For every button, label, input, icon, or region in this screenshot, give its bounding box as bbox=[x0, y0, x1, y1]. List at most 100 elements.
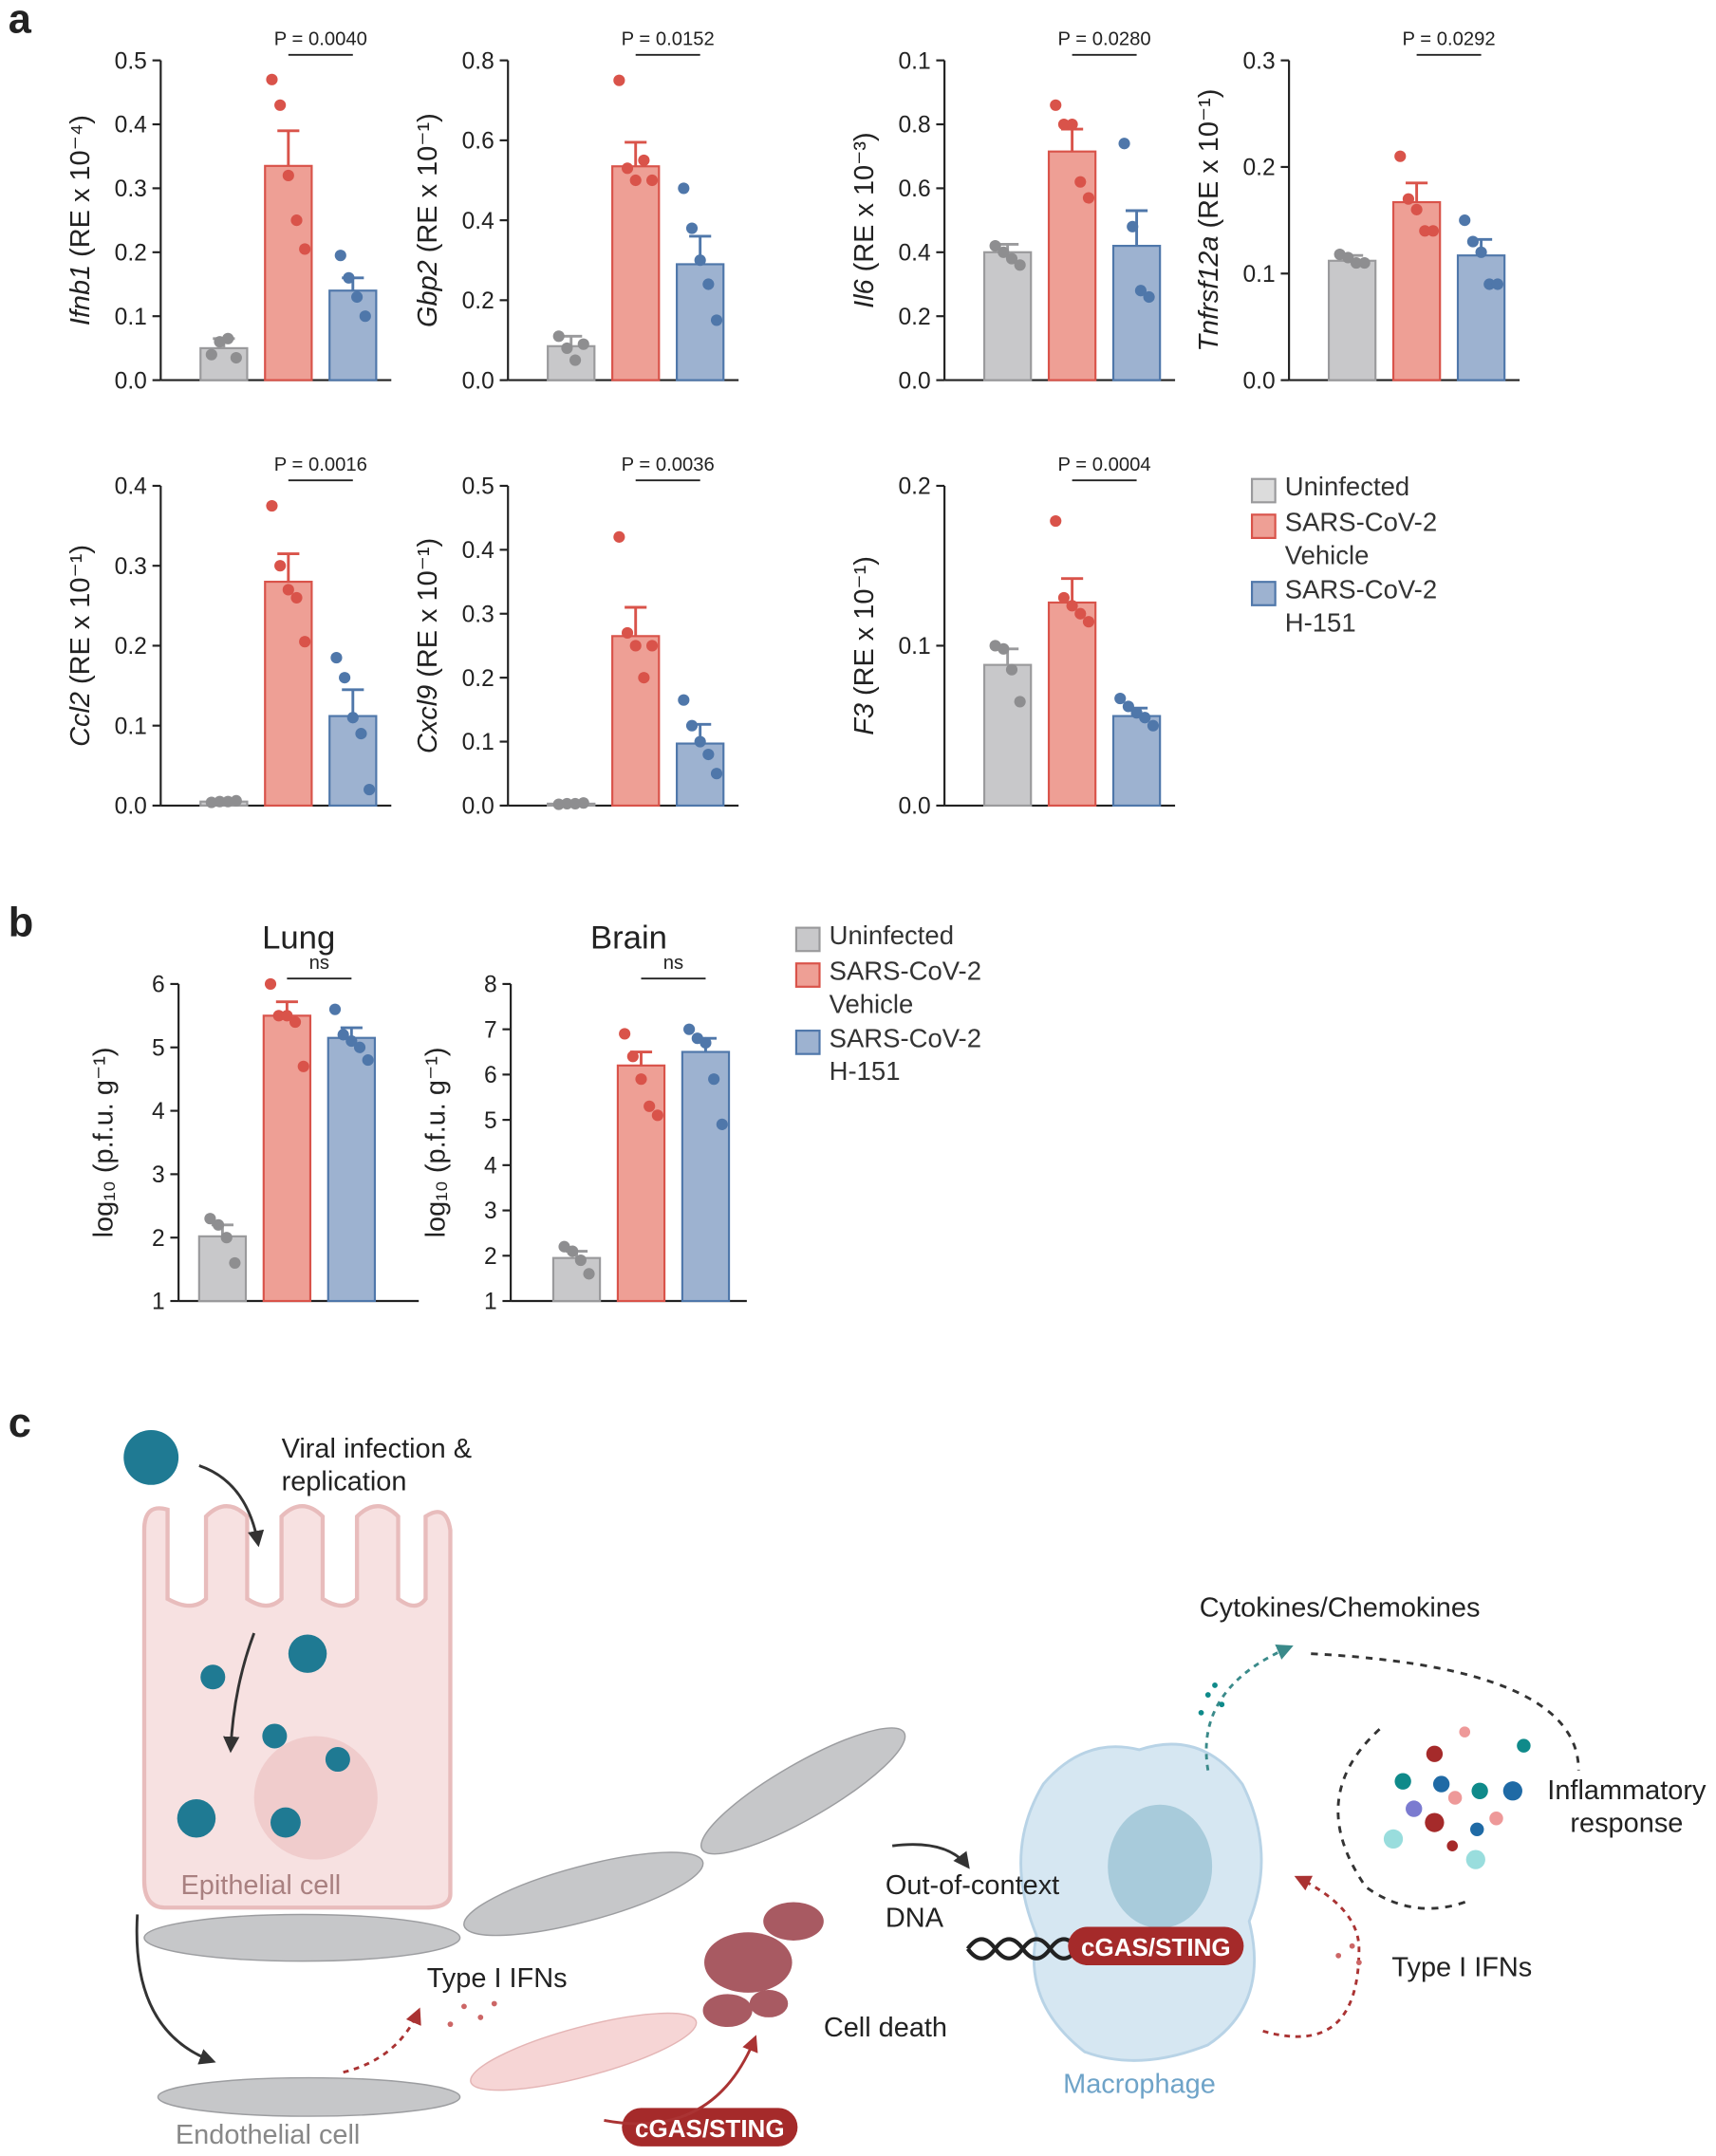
y-axis-label: Gbp2 (RE x 10⁻¹) bbox=[413, 113, 443, 327]
chart-title: Brain bbox=[590, 920, 667, 956]
legend-text: Uninfected bbox=[829, 921, 955, 952]
y-tick-label: 2 bbox=[484, 1244, 497, 1270]
legend-swatch bbox=[794, 1030, 821, 1055]
dying-cell bbox=[702, 1902, 824, 2028]
bar bbox=[262, 1014, 312, 1303]
data-point bbox=[274, 560, 287, 572]
y-tick-label: 0.0 bbox=[898, 794, 930, 820]
data-point bbox=[621, 626, 634, 640]
data-point bbox=[1427, 225, 1440, 237]
error-bar bbox=[1061, 127, 1084, 152]
y-tick-label: 6 bbox=[152, 973, 165, 998]
data-point bbox=[569, 354, 582, 366]
y-label-gene: Cxcl9 bbox=[413, 685, 443, 753]
bar bbox=[611, 165, 661, 381]
data-point bbox=[645, 174, 659, 187]
legend-text: SARS-CoV-2 Vehicle bbox=[829, 957, 981, 1020]
data-point bbox=[290, 591, 303, 604]
y-tick-label: 0.5 bbox=[115, 48, 147, 74]
error-bar bbox=[277, 552, 300, 583]
y-tick-label: 5 bbox=[484, 1108, 497, 1134]
bar bbox=[1456, 254, 1506, 381]
data-point bbox=[230, 351, 242, 364]
data-point bbox=[1066, 600, 1078, 612]
y-tick-label: 3 bbox=[152, 1162, 165, 1188]
y-tick-label: 4 bbox=[152, 1099, 165, 1124]
data-point bbox=[1050, 99, 1062, 111]
data-point bbox=[353, 1041, 366, 1053]
data-point bbox=[577, 797, 589, 809]
y-tick-label: 0.1 bbox=[115, 305, 147, 330]
y-tick-label: 0.6 bbox=[898, 177, 930, 202]
data-point bbox=[345, 1034, 358, 1048]
panel-label: a bbox=[9, 0, 32, 43]
data-point bbox=[702, 748, 715, 761]
data-point bbox=[1074, 607, 1087, 620]
y-tick-label: 0.3 bbox=[462, 602, 494, 627]
bar bbox=[1327, 259, 1377, 381]
data-point bbox=[1143, 290, 1155, 304]
bar bbox=[611, 635, 661, 808]
legend-swatch bbox=[794, 962, 821, 988]
y-tick-label: 0.0 bbox=[462, 794, 494, 820]
data-point bbox=[583, 1268, 595, 1280]
y-tick-label: 0.3 bbox=[1242, 48, 1275, 74]
y-tick-label: 5 bbox=[152, 1035, 165, 1061]
data-point bbox=[1057, 118, 1071, 131]
data-point bbox=[678, 694, 690, 706]
y-tick-label: 0.5 bbox=[462, 474, 494, 500]
data-point bbox=[1491, 278, 1504, 290]
data-point bbox=[212, 1218, 225, 1231]
y-label-unit: (RE x 10⁻¹) bbox=[65, 545, 96, 692]
data-point bbox=[222, 332, 234, 344]
y-label-unit: (RE x 10⁻³) bbox=[849, 132, 880, 279]
y-label-gene: F3 bbox=[849, 703, 880, 735]
data-point bbox=[619, 1028, 631, 1040]
data-point bbox=[567, 1245, 579, 1257]
diagram-label: cGAS/STING bbox=[1081, 1933, 1231, 1961]
legend-item: SARS-CoV-2 H-151 bbox=[830, 1025, 981, 1087]
y-label-unit: (RE x 10⁻⁴) bbox=[65, 115, 96, 265]
legend-text: SARS-CoV-2 H-151 bbox=[1284, 576, 1438, 639]
data-point bbox=[694, 254, 706, 267]
annotation: P = 0.0016 bbox=[274, 455, 367, 475]
data-point bbox=[577, 338, 589, 350]
data-point bbox=[220, 1232, 233, 1244]
data-point bbox=[685, 719, 699, 732]
y-tick-label: 0.1 bbox=[1242, 262, 1275, 288]
bar bbox=[551, 1256, 602, 1303]
bar bbox=[264, 580, 313, 808]
y-tick-label: 0.2 bbox=[898, 474, 930, 500]
y-tick-label: 0.4 bbox=[462, 209, 494, 234]
data-point bbox=[282, 584, 294, 596]
chart-title: Lung bbox=[262, 920, 335, 956]
data-point bbox=[1342, 251, 1354, 264]
data-point bbox=[1410, 203, 1423, 215]
data-point bbox=[685, 222, 699, 234]
y-axis-label: F3 (RE x 10⁻¹) bbox=[849, 556, 880, 735]
data-point bbox=[644, 1100, 656, 1112]
error-bar bbox=[625, 140, 647, 167]
y-tick-label: 0.8 bbox=[462, 48, 494, 74]
data-point bbox=[998, 246, 1010, 258]
panel-label: c bbox=[9, 1401, 31, 1446]
data-point bbox=[299, 243, 311, 255]
y-axis-label: log₁₀ (p.f.u. g⁻¹) bbox=[421, 1048, 452, 1238]
y-tick-label: 0.2 bbox=[462, 666, 494, 692]
data-point bbox=[1005, 663, 1018, 676]
y-tick-label: 0.3 bbox=[115, 554, 147, 580]
data-point bbox=[710, 768, 723, 780]
data-point bbox=[266, 499, 278, 512]
annotation: P = 0.0004 bbox=[1058, 455, 1151, 475]
y-tick-label: 8 bbox=[484, 973, 497, 998]
data-point bbox=[1122, 700, 1134, 713]
illustration bbox=[123, 1429, 1580, 2147]
y-tick-label: 0.0 bbox=[1242, 368, 1275, 394]
data-point bbox=[678, 182, 690, 195]
data-point bbox=[629, 174, 642, 187]
y-tick-label: 3 bbox=[484, 1199, 497, 1224]
y-tick-label: 0.8 bbox=[898, 113, 930, 139]
y-tick-label: 0.1 bbox=[898, 634, 930, 660]
data-point bbox=[613, 74, 625, 86]
data-point bbox=[1118, 138, 1130, 150]
